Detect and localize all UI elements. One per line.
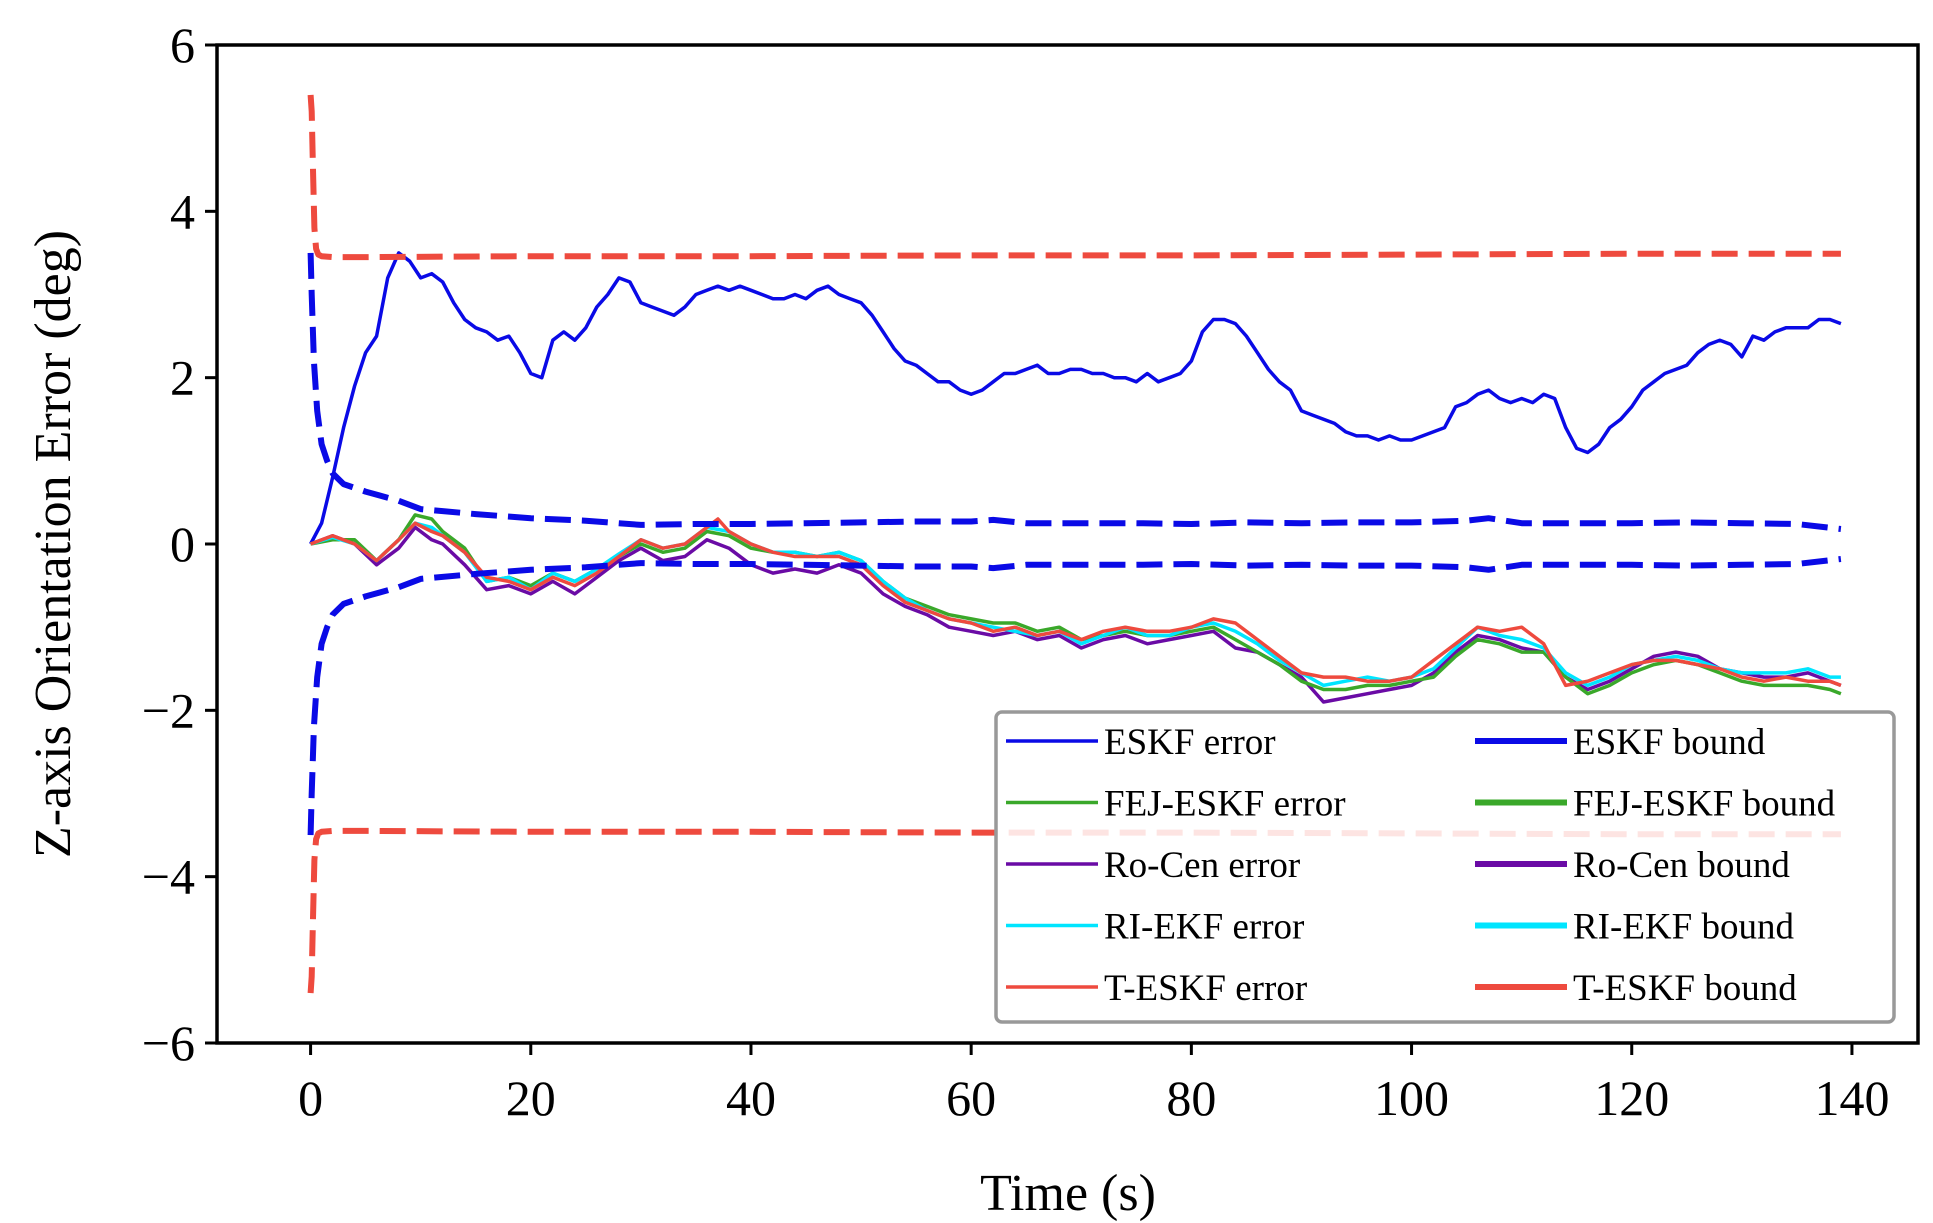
y-tick-label: 4	[170, 183, 195, 239]
x-tick-label: 40	[726, 1070, 776, 1126]
y-tick-label: −4	[142, 849, 195, 905]
legend-label: FEJ-ESKF error	[1104, 784, 1346, 825]
y-tick-label: −6	[142, 1015, 195, 1071]
series-t-eskf-error	[309, 517, 1842, 688]
series-eskf-bound-lower	[307, 556, 1842, 836]
x-tick-label: 80	[1166, 1070, 1216, 1126]
x-axis-label: Time (s)	[980, 1165, 1156, 1222]
y-tick-label: −2	[142, 682, 195, 738]
y-tick-label: 0	[170, 516, 195, 572]
legend-label: T-ESKF bound	[1573, 968, 1797, 1009]
x-tick-label: 20	[506, 1070, 556, 1126]
series-eskf-error	[309, 251, 1842, 545]
legend-label: ESKF error	[1104, 722, 1276, 763]
legend: ESKF error ESKF bound FEJ-ESKF error FEJ-ES…	[994, 710, 1896, 1024]
y-tick-label: 6	[170, 17, 195, 73]
y-tick-label: 2	[170, 350, 195, 406]
legend-label: ESKF bound	[1573, 722, 1766, 763]
legend-label: RI-EKF error	[1104, 907, 1304, 948]
x-tick-label: 0	[298, 1070, 323, 1126]
x-tick-label: 120	[1594, 1070, 1669, 1126]
tick-layer: 0 20 40 60 80 100 120 140 −6 −4 −2 0 2 4 6	[142, 17, 1890, 1126]
series-ro-cen-error	[309, 525, 1842, 704]
x-tick-label: 100	[1374, 1070, 1449, 1126]
x-tick-label: 140	[1814, 1070, 1889, 1126]
legend-label: Ro-Cen bound	[1573, 845, 1790, 886]
legend-label: Ro-Cen error	[1104, 845, 1300, 886]
legend-label: T-ESKF error	[1104, 968, 1307, 1009]
series-ri-ekf-error	[310, 521, 1841, 688]
series-eskf-bound-upper	[307, 252, 1842, 532]
legend-frame	[994, 710, 1896, 1024]
y-axis-label: Z-axis Orientation Error (deg)	[25, 230, 82, 858]
series-t-eskf-bound-upper	[307, 94, 1841, 261]
series-t-eskf-bound-lower	[307, 827, 1841, 994]
series-fej-eskf-error	[310, 513, 1842, 696]
legend-label: FEJ-ESKF bound	[1573, 784, 1836, 825]
series-layer	[307, 94, 1842, 994]
legend-label: RI-EKF bound	[1573, 907, 1794, 948]
x-tick-label: 60	[946, 1070, 996, 1126]
